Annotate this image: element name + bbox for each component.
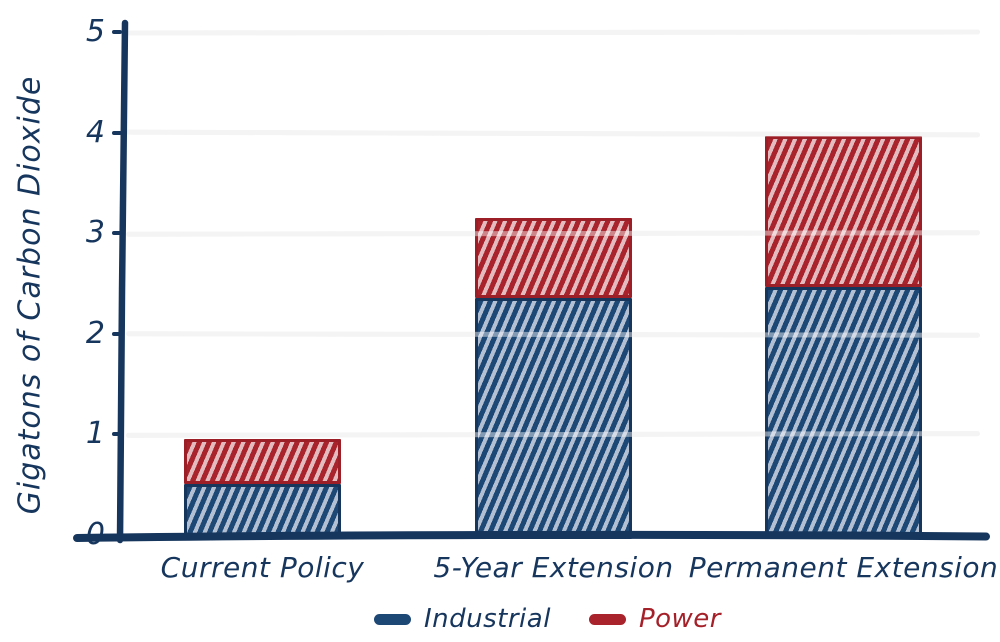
y-tick-label-1: 1 — [85, 416, 106, 452]
bar-current-policy — [184, 439, 341, 539]
segment-industrial-2 — [475, 298, 632, 539]
legend-swatch-power — [588, 613, 626, 625]
legend-swatch-industrial — [374, 613, 411, 625]
y-tick-label-2: 2 — [85, 315, 106, 351]
x-label-permanent-extension: Permanent Extension — [688, 551, 999, 584]
y-tick-mark-5 — [112, 30, 122, 34]
y-tick-mark-3 — [112, 231, 122, 236]
segment-power-2 — [475, 218, 632, 298]
y-axis-title: Gigatons of Carbon Dioxide — [12, 75, 48, 515]
bar-permanent-extension — [765, 136, 922, 539]
x-label-current-policy: Current Policy — [160, 551, 365, 584]
segment-industrial-3 — [765, 287, 922, 539]
segment-power-1 — [184, 439, 341, 484]
y-tick-label-4: 4 — [85, 114, 106, 150]
legend-label-industrial: Industrial — [424, 604, 551, 634]
segment-industrial-1 — [184, 484, 341, 539]
legend: Industrial Power — [95, 601, 1000, 637]
y-tick-label-5: 5 — [85, 14, 106, 49]
legend-item-power: Power — [588, 604, 721, 634]
segment-power-3 — [765, 136, 922, 287]
bar-5-year-extension — [475, 218, 632, 539]
y-tick-mark-2 — [112, 331, 122, 336]
x-label-5-year-extension: 5-Year Extension — [433, 551, 674, 584]
y-tick-mark-4 — [112, 130, 122, 135]
y-tick-label-3: 3 — [85, 215, 106, 251]
y-tick-mark-1 — [112, 432, 122, 437]
legend-label-power: Power — [638, 604, 721, 634]
y-tick-label-0: 0 — [85, 517, 106, 552]
legend-item-industrial: Industrial — [374, 604, 551, 634]
